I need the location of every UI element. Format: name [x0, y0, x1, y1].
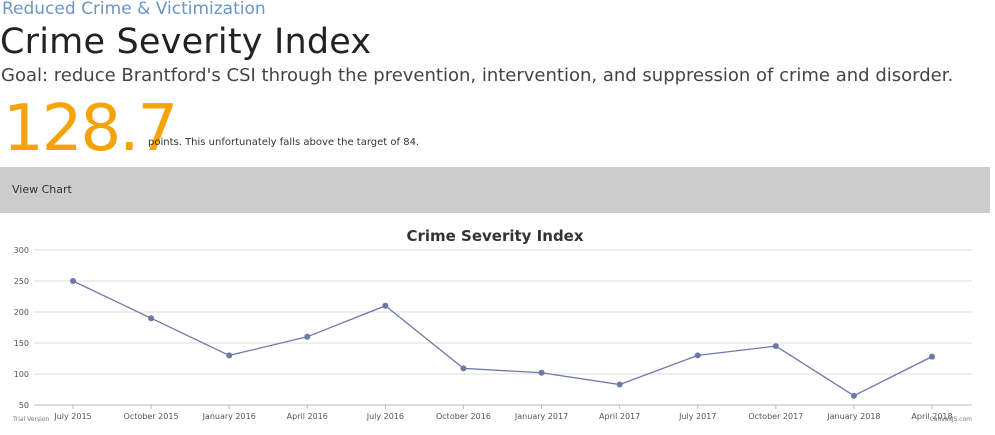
watermark-trial: Trial Version — [12, 416, 49, 423]
y-tick-label: 150 — [14, 339, 29, 348]
x-tick-label: July 2017 — [678, 412, 716, 421]
watermark-canvasjs: CanvasJS.com — [930, 416, 972, 423]
series-line — [72, 280, 933, 397]
view-chart-button[interactable]: View Chart — [12, 183, 72, 196]
chart-container: Crime Severity Index 50 100 150 200 250 300 Jul… — [0, 213, 995, 435]
data-point — [382, 302, 389, 309]
page-title: Crime Severity Index — [0, 22, 372, 62]
data-point — [850, 392, 857, 399]
view-chart-bar[interactable]: View Chart — [0, 167, 990, 213]
chart-title: Crime Severity Index — [406, 227, 583, 245]
y-tick-label: 250 — [14, 277, 29, 286]
data-point — [304, 333, 311, 340]
x-tick-label: October 2017 — [748, 412, 803, 421]
x-tick-label: October 2016 — [436, 412, 491, 421]
category-title: Reduced Crime & Victimization — [2, 0, 266, 19]
x-tick-label: October 2015 — [124, 412, 179, 421]
x-tick-label: April 2017 — [599, 412, 640, 421]
y-tick-label: 50 — [19, 401, 29, 410]
data-point — [226, 352, 233, 359]
x-tick-label: July 2016 — [366, 412, 404, 421]
x-tick-label: January 2016 — [202, 412, 256, 421]
line-chart: Crime Severity Index 50 100 150 200 250 300 Jul… — [12, 227, 972, 423]
data-point — [772, 343, 779, 350]
goal-text: Goal: reduce Brantford's CSI through the… — [1, 65, 954, 86]
x-tick-label: January 2018 — [826, 412, 880, 421]
y-tick-label: 300 — [14, 246, 29, 255]
y-tick-label: 200 — [14, 308, 29, 317]
data-point — [929, 353, 935, 360]
data-point — [460, 365, 467, 372]
metric-value: 128.7 — [3, 92, 178, 166]
y-tick-label: 100 — [14, 370, 29, 379]
data-point — [70, 278, 76, 284]
x-tick-label: January 2017 — [514, 412, 568, 421]
data-point — [694, 352, 701, 359]
data-point — [538, 369, 545, 376]
metric-note: points. This unfortunately falls above t… — [148, 137, 420, 148]
data-point — [616, 381, 623, 388]
data-point — [148, 315, 155, 322]
x-tick-label: July 2015 — [53, 412, 91, 421]
x-tick-label: April 2016 — [287, 412, 328, 421]
x-tick-label: April 2018 — [911, 412, 952, 421]
